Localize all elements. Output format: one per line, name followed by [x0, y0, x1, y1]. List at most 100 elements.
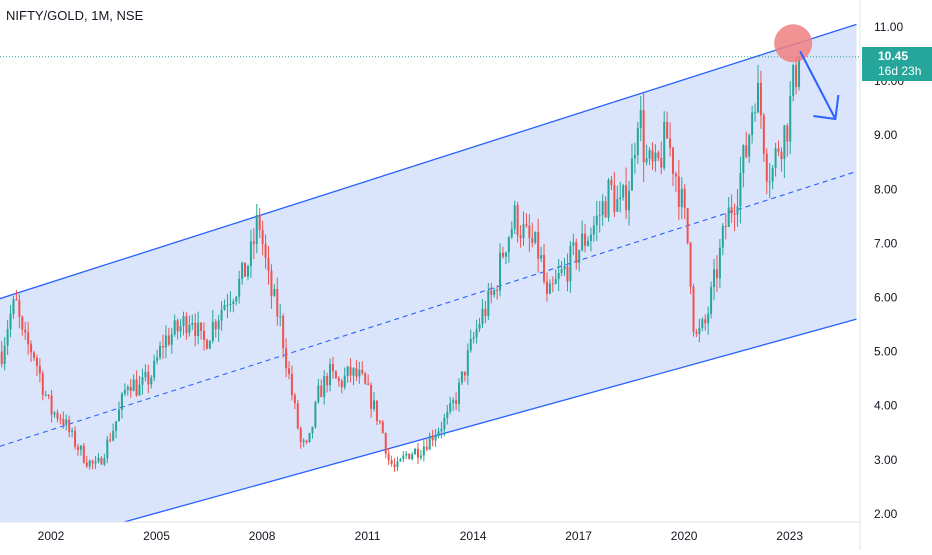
candle [387, 448, 390, 466]
candle-body [437, 431, 440, 436]
candle [710, 281, 713, 319]
candle-body [613, 185, 616, 212]
candle [572, 233, 575, 256]
candle-body [355, 368, 358, 377]
candle-body [203, 330, 206, 341]
candle-body [6, 329, 9, 346]
candle-body [53, 412, 56, 415]
candle [288, 361, 291, 380]
candle [264, 234, 267, 269]
candle [220, 301, 223, 331]
candle-body [56, 412, 59, 419]
candle [132, 374, 135, 392]
candle-body [241, 262, 244, 279]
candle-body [713, 269, 716, 288]
candle-body [340, 380, 343, 388]
candle-body [745, 145, 748, 157]
candle-body [179, 325, 182, 332]
candle [774, 142, 777, 177]
candle [633, 142, 636, 174]
candle-body [159, 346, 162, 358]
candle-body [200, 322, 203, 331]
candle-body [135, 379, 138, 396]
candle [267, 245, 270, 285]
x-tick-label: 2002 [38, 529, 65, 543]
x-tick-label: 2011 [355, 529, 381, 543]
candle [384, 432, 387, 459]
candle-body [285, 348, 288, 369]
candle-body [118, 409, 121, 422]
candle-body [569, 245, 572, 282]
x-tick-label: 2008 [249, 529, 276, 543]
candle [71, 427, 74, 438]
candle-body [616, 198, 619, 212]
candle-body [21, 316, 24, 330]
candle [393, 457, 396, 473]
candle-body [733, 213, 736, 215]
candle-body [721, 225, 724, 248]
candle-body [460, 371, 463, 383]
candle-body [701, 319, 704, 328]
channel-lower-line [114, 318, 857, 526]
candle-body [622, 185, 625, 198]
candle [680, 177, 683, 219]
candle-body [411, 454, 414, 460]
candle [246, 264, 249, 281]
candle-body [589, 234, 592, 241]
candle [355, 359, 358, 381]
candle-body [718, 247, 721, 279]
candle-body [537, 231, 540, 259]
candle-body [674, 173, 677, 177]
candle-body [504, 252, 507, 257]
candle [118, 401, 121, 422]
candle-body [97, 457, 100, 462]
candle-body [15, 299, 18, 301]
candle [176, 318, 179, 340]
candle-body [68, 419, 71, 432]
candle [50, 389, 53, 423]
candle-body [742, 145, 745, 173]
symbol-title[interactable]: NIFTY/GOLD, 1M, NSE [6, 8, 144, 23]
candle [613, 171, 616, 218]
candle [537, 218, 540, 273]
candle [302, 438, 305, 448]
candle [35, 354, 38, 376]
candle [200, 322, 203, 340]
candle [0, 341, 3, 368]
candle-body [586, 240, 589, 246]
candle [754, 103, 757, 122]
candle [598, 200, 601, 233]
candle [619, 181, 622, 213]
candle [68, 415, 71, 438]
candle [147, 364, 150, 394]
candle [607, 178, 610, 222]
candle-body [182, 316, 185, 326]
candle [642, 91, 645, 183]
candle [173, 314, 176, 337]
candle-body [273, 289, 276, 296]
candle-body [255, 214, 258, 244]
drawing-overlays[interactable] [0, 24, 860, 121]
candle [358, 361, 361, 384]
candle [551, 276, 554, 293]
candle-body [786, 125, 789, 142]
candle-body [739, 172, 742, 207]
candle [120, 391, 123, 419]
candle-body [308, 432, 311, 443]
candle [343, 367, 346, 390]
candle [74, 426, 77, 450]
candle [569, 241, 572, 293]
candle-body [150, 377, 153, 385]
candle-body [695, 332, 698, 335]
candle [578, 249, 581, 272]
candle [501, 246, 504, 259]
candle-body [331, 364, 334, 372]
candle-body [50, 395, 53, 415]
candle [575, 238, 578, 270]
candle [364, 371, 367, 385]
candle-body [645, 158, 648, 163]
parallel-channel[interactable] [0, 23, 857, 526]
candle [411, 451, 414, 461]
